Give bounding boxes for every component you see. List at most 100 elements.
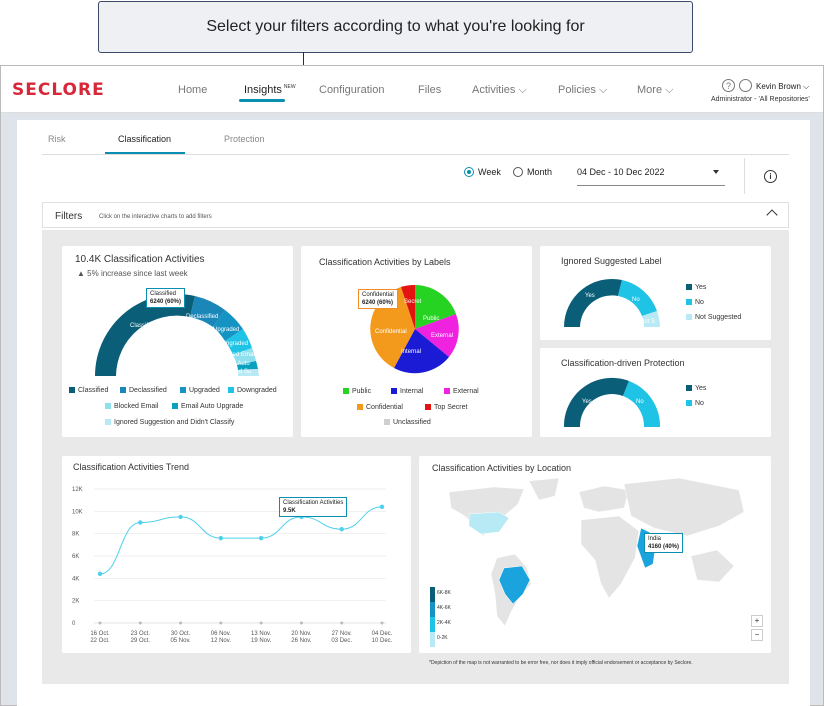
labels-pie-chart[interactable]: Public External Internal Confidential Se… [301, 246, 532, 396]
segment-not-suggested[interactable] [642, 311, 660, 327]
user-menu[interactable]: Kevin Brown ⌵ [756, 82, 809, 92]
swatch [425, 404, 431, 411]
zoom-in-button[interactable]: + [751, 615, 763, 627]
legend-item-ignored[interactable]: Ignored Suggestion and Didn't Classify [105, 419, 234, 426]
segment-email-auto-upgrade[interactable] [237, 361, 258, 370]
nav-more[interactable]: More ⌵ [637, 84, 673, 97]
y-tick-label: 12K [72, 487, 83, 493]
legend-item-declassified[interactable]: Declassified [120, 387, 167, 394]
ignored-suggested-donut[interactable]: Yes No Not S [540, 246, 771, 340]
trend-data-point [339, 527, 344, 532]
greenland-region[interactable] [528, 477, 560, 501]
week-radio-label[interactable]: Week [478, 167, 501, 177]
user-role: Administrator - 'All Repositories' [711, 96, 810, 103]
x-tick-label: 03 Dec. [331, 638, 352, 644]
chevron-down-icon: ⌵ [665, 84, 674, 96]
legend-label: Yes [695, 385, 707, 392]
legend-item-classified[interactable]: Classified [69, 387, 108, 394]
segment-downgraded[interactable] [225, 329, 252, 355]
segment-label-no: No [632, 297, 640, 303]
map-tooltip: India 4160 (40%) [644, 533, 684, 553]
card-title: 10.4K Classification Activities [75, 254, 205, 265]
trend-up-icon: ▲ [77, 269, 85, 278]
segment-declassified[interactable] [190, 296, 225, 327]
australia-region[interactable] [690, 549, 735, 583]
chevron-down-icon: ⌵ [518, 84, 527, 96]
classification-donut[interactable]: Classified Declassified Upgraded Downgra… [62, 246, 293, 396]
slice-top-secret[interactable] [401, 284, 415, 329]
month-radio-label[interactable]: Month [527, 167, 553, 177]
swatch [180, 387, 186, 394]
x-tick-mark [98, 621, 102, 625]
legend-item-no[interactable]: No [686, 400, 704, 407]
tooltip-label: Classified [150, 291, 177, 297]
activities-by-labels-card: Classification Activities by Labels Publ… [301, 246, 532, 437]
legend-item-yes[interactable]: Yes [686, 385, 706, 392]
brazil-region[interactable] [498, 565, 531, 605]
legend-item-public[interactable]: Public [343, 388, 371, 395]
date-range-select[interactable]: 04 Dec - 10 Dec 2022 [577, 162, 725, 186]
trend-line-chart[interactable]: 0 2K 4K 6K 8K 10K 12K 16 Oct.22 Oct. 23 Oct.29 O… [62, 456, 411, 653]
legend-label: Downgraded [237, 387, 277, 394]
legend-item-unclassified[interactable]: Unclassified [384, 419, 431, 426]
legend-item-blocked-email[interactable]: Blocked Email [105, 403, 158, 410]
nav-activities[interactable]: Activities ⌵ [472, 84, 527, 97]
zoom-out-button[interactable]: − [751, 629, 763, 641]
usa-region[interactable] [468, 511, 510, 535]
legend-label: Yes [695, 284, 707, 291]
legend-item-upgraded[interactable]: Upgraded [180, 387, 220, 394]
segment-no[interactable] [623, 381, 661, 427]
africa-region[interactable] [580, 515, 640, 599]
month-radio[interactable] [513, 167, 523, 177]
help-icon[interactable]: ? [722, 79, 735, 92]
legend-swatch-0-2k [430, 632, 435, 647]
y-tick-label: 2K [72, 599, 79, 605]
segment-ignored[interactable] [238, 369, 259, 376]
tab-protection[interactable]: Protection [224, 134, 265, 144]
info-icon[interactable]: i [764, 170, 777, 183]
world-map[interactable]: 6K-8K 4K-6K 2K-4K 0-2K [419, 456, 771, 653]
asia-region[interactable] [623, 477, 745, 537]
segment-classified[interactable] [95, 294, 195, 376]
nav-policies[interactable]: Policies ⌵ [558, 84, 607, 97]
swatch [384, 419, 390, 426]
legend-item-no[interactable]: No [686, 299, 704, 306]
week-radio[interactable] [464, 167, 474, 177]
segment-yes[interactable] [563, 377, 629, 427]
legend-item-not-suggested[interactable]: Not Suggested [686, 314, 741, 321]
segment-upgraded[interactable] [213, 310, 243, 341]
filters-panel-header[interactable]: Filters Click on the interactive charts … [42, 202, 789, 228]
slice-internal[interactable] [394, 329, 449, 374]
nav-insights[interactable]: Insights NEW [244, 84, 296, 96]
nav-home[interactable]: Home [178, 84, 208, 96]
trend-data-point [258, 535, 264, 541]
swatch [686, 400, 692, 407]
map-legend-2k-4k: 2K-4K [437, 620, 452, 626]
legend-item-downgraded[interactable]: Downgraded [228, 387, 277, 394]
legend-item-internal[interactable]: Internal [391, 388, 423, 395]
europe-region[interactable] [578, 485, 630, 513]
segment-yes[interactable] [564, 278, 622, 327]
segment-no[interactable] [618, 280, 657, 316]
chevron-up-icon[interactable] [766, 209, 778, 221]
segment-blocked-email[interactable] [233, 348, 256, 365]
legend-item-external[interactable]: External [444, 388, 479, 395]
user-avatar-icon[interactable] [739, 79, 752, 92]
legend-item-email-auto-upgrade[interactable]: Email Auto Upgrade [172, 403, 243, 410]
tab-classification[interactable]: Classification [118, 134, 172, 144]
slice-label-secret: Secret [404, 299, 422, 305]
ignored-suggested-label-card: Ignored Suggested Label Yes No Not S Yes… [540, 246, 771, 340]
slice-label-internal: Internal [401, 349, 421, 355]
legend-item-yes[interactable]: Yes [686, 284, 706, 291]
nav-files[interactable]: Files [418, 84, 442, 96]
protection-donut[interactable]: Yes No [540, 348, 771, 437]
slice-public[interactable] [415, 285, 456, 329]
legend-item-confidential[interactable]: Confidential [357, 404, 403, 411]
segment-label-yes: Yes [582, 399, 592, 405]
tab-risk[interactable]: Risk [48, 134, 66, 144]
slice-external[interactable] [415, 314, 459, 357]
nav-configuration[interactable]: Configuration [319, 84, 385, 96]
callout-text: Select your filters according to what yo… [206, 18, 585, 35]
top-navigation: SECLORE Home Insights NEW Configuration F… [1, 66, 823, 113]
legend-item-top-secret[interactable]: Top Secret [425, 404, 467, 411]
